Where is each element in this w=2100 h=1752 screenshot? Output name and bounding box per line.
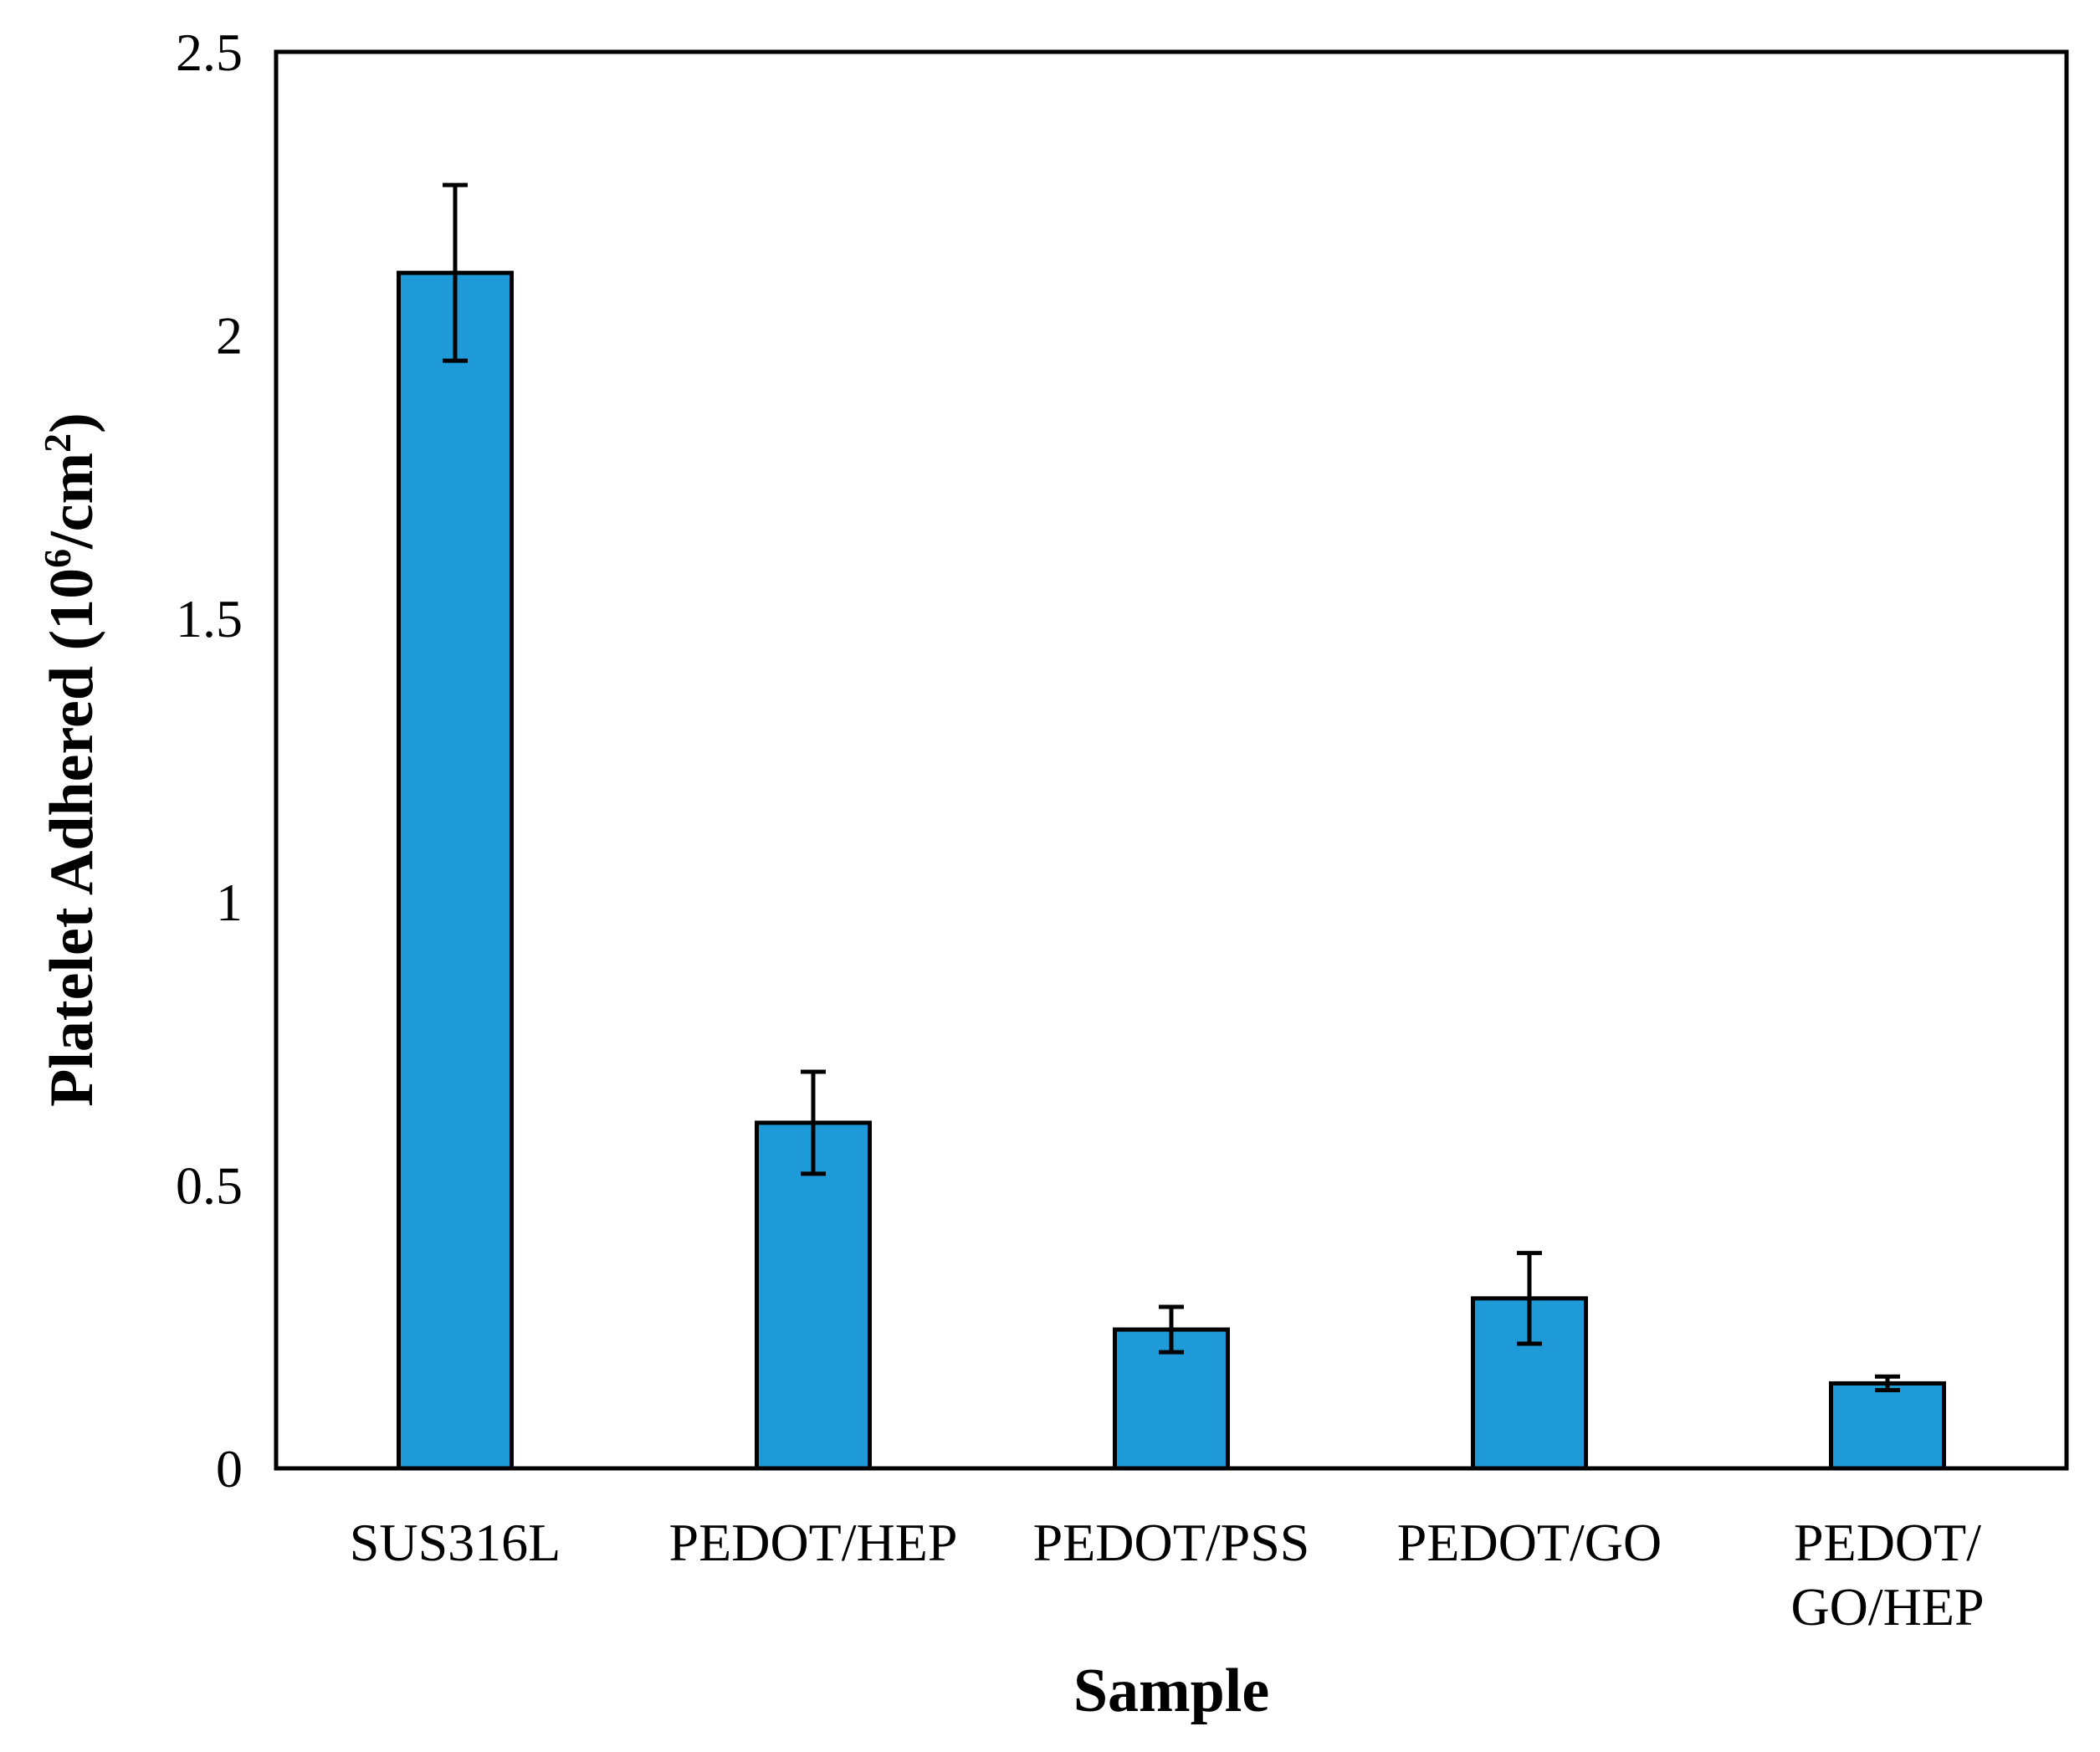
y-axis-title: Platelet Adhered (106/cm2): [36, 412, 106, 1107]
y-axis-title-sup-6: 6: [36, 549, 79, 568]
y-axis-title-sup-2: 2: [36, 433, 79, 453]
y-axis-title-middle: /cm: [38, 453, 106, 550]
x-category-label: PEDOT/GO: [1397, 1513, 1662, 1572]
y-axis: 0 0.5 1 1.5 2 2.5: [176, 23, 243, 1498]
x-axis-title: Sample: [1073, 1657, 1269, 1725]
bar: [397, 270, 514, 1471]
plot-area-frame: [274, 49, 2069, 1471]
y-tick-label: 2.5: [176, 23, 243, 82]
y-tick-label: 1.5: [176, 589, 243, 648]
x-category-label-line: GO/HEP: [1790, 1577, 1984, 1637]
bars-layer: [397, 182, 1946, 1471]
x-category-label-line: PEDOT/HEP: [669, 1513, 958, 1572]
y-axis-title-suffix: ): [38, 412, 106, 433]
x-category-label: PEDOT/HEP: [669, 1513, 958, 1572]
x-axis: SUS316L PEDOT/HEP PEDOT/PSS PEDOT/GO PEDOT/G…: [350, 1513, 1985, 1637]
x-category-label-line: PEDOT/PSS: [1033, 1513, 1310, 1572]
y-tick-label: 2: [216, 306, 243, 366]
y-tick-label: 0.5: [176, 1155, 243, 1215]
y-axis-title-prefix: Platelet Adhered (10: [38, 568, 106, 1107]
bar: [1829, 1381, 1946, 1471]
x-category-label: PEDOT/GO/HEP: [1790, 1513, 1984, 1637]
x-category-label: SUS316L: [350, 1513, 561, 1572]
x-category-label-line: PEDOT/GO: [1397, 1513, 1662, 1572]
x-category-label-line: SUS316L: [350, 1513, 561, 1572]
y-tick-label: 1: [216, 873, 243, 932]
x-category-label: PEDOT/PSS: [1033, 1513, 1310, 1572]
x-category-label-line: PEDOT/: [1794, 1513, 1981, 1572]
y-tick-label: 0: [216, 1439, 243, 1498]
